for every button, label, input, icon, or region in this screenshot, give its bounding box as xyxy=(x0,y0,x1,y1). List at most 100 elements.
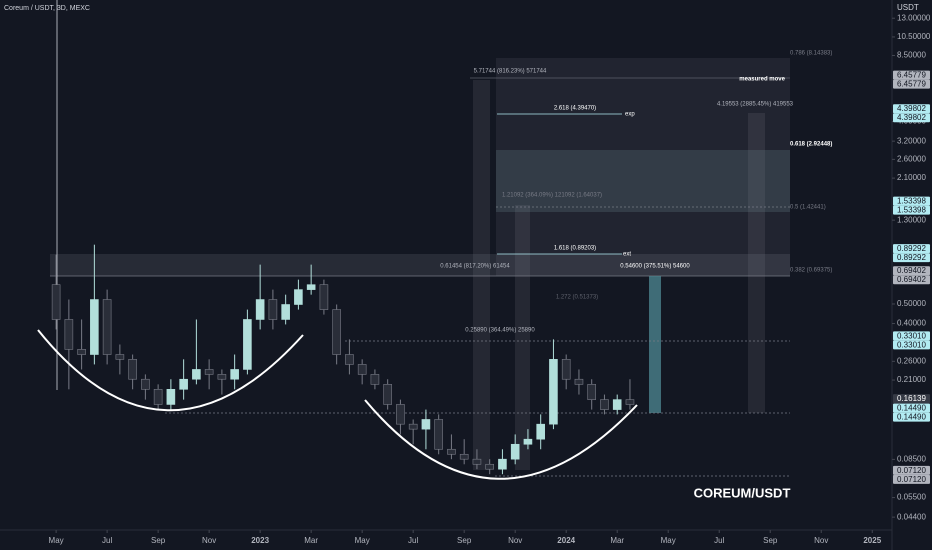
price-label: 4.39802 xyxy=(897,113,926,122)
candle-body xyxy=(434,419,443,450)
x-tick-label: 2023 xyxy=(251,536,269,545)
candle-body xyxy=(217,374,227,380)
price-label: 1.53398 xyxy=(897,206,926,215)
x-tick-label: Sep xyxy=(151,536,166,545)
resistance-zone xyxy=(50,254,790,276)
price-label-box xyxy=(893,275,930,285)
candle-body xyxy=(179,378,188,390)
candle-body xyxy=(498,458,507,470)
annotation: 1.21092 (364.09%) 121092 (1.64037) xyxy=(502,193,602,199)
fib-zone xyxy=(496,150,790,212)
x-tick-label: Sep xyxy=(457,536,472,545)
measure-column xyxy=(649,276,661,413)
x-tick-label: Nov xyxy=(814,536,828,545)
candle-body xyxy=(294,289,303,305)
price-label-box xyxy=(893,253,930,263)
candle-body xyxy=(459,453,469,460)
price-label: 0.33010 xyxy=(897,331,926,340)
candle-body xyxy=(612,399,622,410)
measure-column xyxy=(515,205,530,470)
price-label-box xyxy=(893,474,930,484)
candle-body xyxy=(115,354,125,360)
candle-body xyxy=(230,369,239,380)
y-tick-label: 0.50000 xyxy=(897,299,926,308)
candle-body xyxy=(357,364,367,375)
price-label: 0.07120 xyxy=(897,466,926,475)
y-tick-label: 10.50000 xyxy=(897,32,931,41)
measure-column xyxy=(748,113,765,413)
candle-body xyxy=(408,423,418,430)
price-label: 0.14490 xyxy=(897,404,926,413)
annotation: 0.618 (2.92448) xyxy=(790,142,832,148)
price-label-box xyxy=(893,266,930,276)
price-label-box xyxy=(893,412,930,422)
x-tick-label: Nov xyxy=(508,536,522,545)
price-label: 0.89292 xyxy=(897,253,926,262)
x-tick-label: Mar xyxy=(610,536,624,545)
watermark: COREUM/USDT xyxy=(694,485,791,500)
price-label-box xyxy=(893,104,930,114)
candles xyxy=(51,244,635,475)
candle-body xyxy=(485,463,494,470)
price-label-box xyxy=(893,113,930,123)
candle-body xyxy=(77,349,86,355)
candle-body xyxy=(396,404,405,425)
candle-body xyxy=(90,299,99,355)
price-label-box xyxy=(893,79,930,89)
currency-label: USDT xyxy=(897,3,919,12)
candle-body xyxy=(536,423,545,440)
candle-body xyxy=(345,354,354,365)
candle-body xyxy=(166,389,176,405)
candle-body xyxy=(102,299,112,355)
annotation: 0.382 (0.69375) xyxy=(790,268,832,274)
y-tick-label: 0.26000 xyxy=(897,356,926,365)
price-label: 0.33010 xyxy=(897,340,926,349)
price-label-box xyxy=(893,70,930,80)
annotation: 0.54600 (375.51%) 54600 xyxy=(620,264,690,270)
x-tick-label: Jul xyxy=(408,536,418,545)
cup-arc xyxy=(37,329,304,412)
price-label: 0.07120 xyxy=(897,475,926,484)
annotation: ext xyxy=(623,252,631,258)
annotation: 4.19553 (2885.45%) 419553 xyxy=(717,102,794,108)
x-tick-label: May xyxy=(355,536,370,545)
y-tick-label: 2.10000 xyxy=(897,173,926,182)
candle-body xyxy=(141,378,150,390)
candle-body xyxy=(64,319,74,350)
candle-body xyxy=(383,384,392,405)
candle-body xyxy=(51,284,61,320)
annotation: 0.5 (1.42441) xyxy=(790,205,826,211)
x-tick-label: Sep xyxy=(763,536,778,545)
annotation: 1.618 (0.89203) xyxy=(554,246,596,252)
price-label: 0.69402 xyxy=(897,266,926,275)
candle-body xyxy=(370,374,380,385)
candle-body xyxy=(421,419,431,430)
x-tick-label: 2025 xyxy=(863,536,881,545)
chart-title: Coreum / USDT, 3D, MEXC xyxy=(4,5,90,12)
annotation: 0.786 (8.14383) xyxy=(790,51,832,57)
price-label-box xyxy=(893,331,930,341)
y-tick-label: 0.08500 xyxy=(897,454,926,463)
price-label-box xyxy=(893,403,930,413)
candle-body xyxy=(587,384,597,400)
candle-body xyxy=(332,309,341,355)
candle-body xyxy=(192,369,201,380)
candle-body xyxy=(561,359,571,380)
candle-body xyxy=(268,299,278,320)
x-tick-label: May xyxy=(49,536,64,545)
price-label-box xyxy=(893,340,930,350)
annotation: measured move xyxy=(739,77,785,83)
price-label: 0.16139 xyxy=(897,394,926,403)
projection-box xyxy=(496,58,790,276)
price-label: 4.39802 xyxy=(897,104,926,113)
candle-body xyxy=(204,369,214,375)
candle-body xyxy=(281,304,290,320)
candle-body xyxy=(600,399,609,410)
annotation: 2.618 (4.39470) xyxy=(554,106,596,112)
y-tick-label: 2.60000 xyxy=(897,154,926,163)
y-tick-label: 0.21000 xyxy=(897,375,926,384)
y-tick-label: 1.30000 xyxy=(897,215,926,224)
candle-body xyxy=(447,448,456,455)
price-label: 6.45779 xyxy=(897,70,926,79)
price-label: 0.89292 xyxy=(897,244,926,253)
